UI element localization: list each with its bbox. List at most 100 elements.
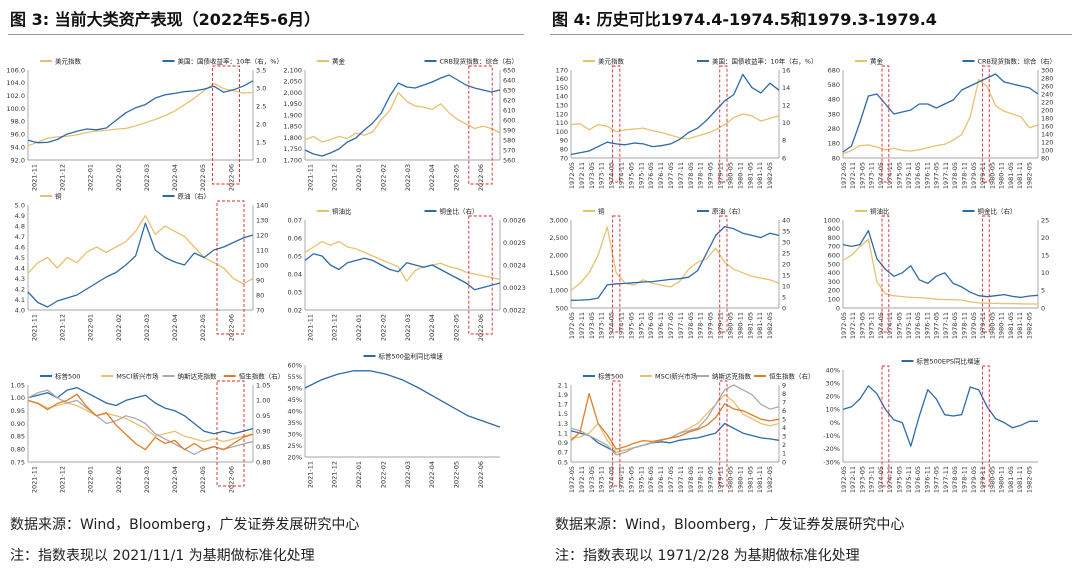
x-tick-label: 2022-05 [199,314,207,341]
y-tick-label: 1,800 [283,134,302,142]
y2-tick-label: 600 [503,116,515,124]
x-tick-label: 2022-04 [428,164,436,191]
y-tick-label: 680 [828,66,840,74]
legend-label: MSCI新兴市场 [655,371,698,380]
y-tick-label: 500 [828,260,840,268]
y2-tick-label: 620 [503,96,515,104]
x-tick-label: 1976-11 [923,466,931,493]
y2-tick-label: 0.85 [256,443,270,451]
x-tick-label: 1979-05 [970,312,978,339]
y2-tick-label: 160 [1041,122,1053,130]
y2-tick-label: 1.00 [256,397,270,405]
y2-tick-label: 110 [256,246,268,254]
x-tick-label: 1975-11 [905,162,913,189]
y2-tick-label: 4 [782,424,786,432]
y-tick-label: 4.6 [15,243,25,251]
x-tick-label: 1981-05 [1007,162,1015,189]
x-tick-label: 2022-04 [171,466,179,493]
x-tick-label: 2022-03 [404,314,412,341]
right-figure-charts: 1701601501401301201101009080701614121086… [549,56,1056,493]
right-title-rule [550,34,1072,35]
y-tick-label: 110 [556,119,568,127]
chart-L5: 1.05 1.00 0.95 0.90 0.85 0.80 0.75 1.05 1.00 0.95… [11,371,285,493]
legend-label: MSCI新兴市场 [116,371,159,380]
y-tick-label: 30% [826,379,840,387]
x-tick-label: 1979-05 [970,162,978,189]
x-tick-label: 1972-11 [849,466,857,493]
x-tick-label: 2022-04 [171,314,179,341]
y-tick-label: 40% [826,366,840,374]
x-tick-label: 1972-11 [849,312,857,339]
x-tick-label: 1979-11 [717,312,725,339]
legend-label: 美国：国债收益率：10年（右，%） [712,56,817,65]
x-tick-label: 1980-05 [988,466,996,493]
y2-tick-label: 70 [256,306,264,314]
series-line-0 [304,240,501,282]
y-tick-label: 600 [828,252,840,260]
x-tick-label: 1977-05 [667,162,675,189]
x-tick-label: 1978-05 [951,466,959,493]
x-tick-label: 1973-05 [858,466,866,493]
x-tick-label: 1977-11 [677,162,685,189]
x-tick-label: 1982-05 [1026,312,1034,339]
x-tick-label: 1980-05 [726,312,734,339]
right-source-note: 数据来源：Wind，Bloomberg，广发证券发展研究中心 [555,517,905,533]
highlight-window [719,215,728,333]
x-tick-label: 1982-05 [766,162,774,189]
x-tick-label: 1975-11 [637,466,645,493]
x-tick-label: 1981-11 [1016,466,1024,493]
x-tick-label: 1981-05 [1007,312,1015,339]
y-tick-label: 0.95 [11,407,25,415]
y-tick-label: 4.8 [15,222,25,230]
x-tick-label: 1973-11 [598,312,606,339]
y-tick-label: 380 [828,110,840,118]
y2-tick-label: 640 [503,76,515,84]
y-tick-label: 4.5 [15,254,25,262]
x-tick-label: 1974-05 [877,162,885,189]
x-tick-label: 1973-11 [868,162,876,189]
chart-R3: 3,000 2,500 2,000 1,500 1,000 500 40 35 30 25 20 15… [549,206,790,339]
x-tick-label: 1976-11 [657,162,665,189]
y2-tick-label: 0.0025 [503,239,526,247]
x-tick-label: 1980-11 [998,162,1006,189]
y2-tick-label: 580 [503,136,515,144]
y-tick-label: 1,000 [549,287,568,295]
chart-L3: 5.0 4.9 4.8 4.7 4.6 4.5 4.4 4.3 4.2 4.1 4.0 140 130 1… [15,191,269,341]
y2-tick-label: 80 [256,291,264,299]
x-tick-label: 1978-11 [961,162,969,189]
x-tick-label: 2021-11 [30,314,38,341]
y-tick-label: 100 [828,296,840,304]
y2-tick-label: 25 [1041,216,1049,224]
x-tick-label: 1972-11 [578,312,586,339]
y-tick-label: 2,000 [549,252,568,260]
x-tick-label: 1972-11 [578,466,586,493]
y2-tick-label: 10 [1041,269,1049,277]
x-tick-label: 1982-05 [1026,466,1034,493]
chart-L4: 0.07 0.06 0.05 0.04 0.03 0.02 0.0026 0.0025 0.00… [288,206,526,341]
legend-label: 黄金 [870,56,884,65]
x-tick-label: 1978-11 [961,312,969,339]
y2-tick-label: 20 [782,260,790,268]
series-line-2 [27,389,254,455]
x-tick-label: 2022-01 [355,314,363,341]
legend-label: 恒生指数（右） [239,371,285,380]
y-tick-label: 180 [828,140,840,148]
y-tick-label: 0.05 [288,252,302,260]
y2-tick-label: 100 [256,261,268,269]
y-tick-label: 1.00 [11,394,25,402]
series-line-0 [27,214,254,285]
legend-label: 标普500 [598,371,623,380]
chart-R4: 1000900800700600500400300200100025201510… [823,206,1049,339]
series-line-0 [27,82,254,147]
y2-tick-label: 10 [782,282,790,290]
y-tick-label: 0.5 [558,458,568,466]
y2-tick-label: 30 [782,238,790,246]
y-tick-label: 45% [288,396,302,404]
y-tick-label: 1.3 [558,420,568,428]
y2-tick-label: 0 [782,458,786,466]
y-tick-label: 170 [556,66,568,74]
y2-tick-label: 3.0 [256,84,266,92]
y-tick-label: 4.7 [15,233,25,241]
series-line-0 [304,91,501,143]
series-line-0 [570,113,780,140]
